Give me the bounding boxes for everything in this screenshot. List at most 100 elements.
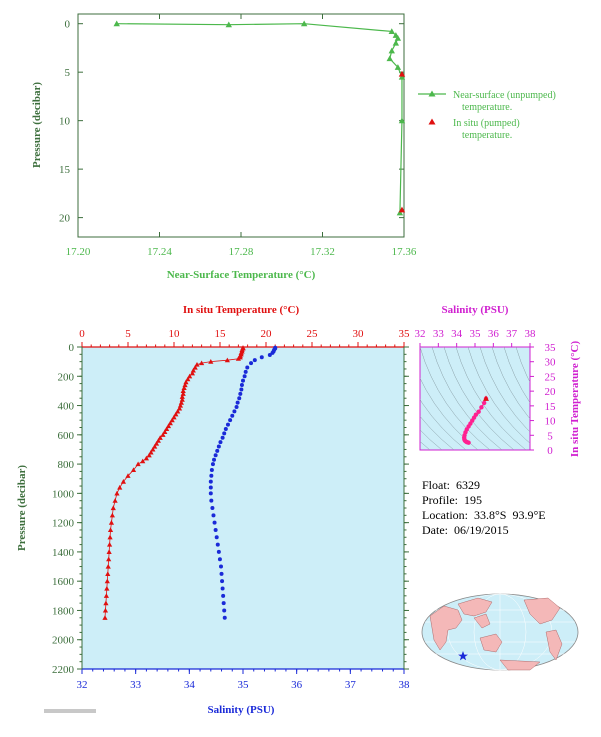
top-x-axis-label: Near-Surface Temperature (°C): [167, 269, 316, 281]
salinity-tick-label: 38: [399, 679, 411, 691]
temperature-point: [180, 388, 186, 393]
near-surface-point: [300, 20, 308, 27]
temperature-point: [104, 578, 110, 584]
temperature-tick-label: 25: [307, 328, 319, 340]
bottom-y-axis-label: Pressure (decibar): [16, 465, 28, 551]
salinity-point: [211, 513, 216, 518]
salinity-point: [237, 396, 242, 401]
temperature-point: [106, 549, 112, 554]
temperature-point: [106, 556, 112, 562]
top-x-tick-label: 17.36: [392, 246, 417, 258]
salinity-point: [270, 350, 275, 355]
near-surface-point: [394, 35, 402, 41]
pressure-tick-label: 1600: [52, 576, 75, 588]
ts-point: [479, 405, 484, 410]
temperature-point: [190, 367, 196, 373]
salinity-point: [212, 520, 217, 525]
temperature-point: [178, 400, 184, 405]
temperature-point: [103, 600, 109, 606]
salinity-point: [210, 462, 215, 467]
temperature-point: [192, 364, 198, 370]
density-contour: [515, 347, 530, 383]
temperature-point: [157, 435, 163, 440]
near-surface-point: [388, 28, 395, 35]
temperature-point: [187, 373, 193, 379]
ts-x-axis: 32 33 34 35 36 37 38: [415, 328, 537, 347]
temperature-point: [140, 458, 146, 464]
salinity-tick-label: 32: [77, 679, 88, 691]
ts-y-tick-label: 20: [545, 386, 557, 398]
salinity-point: [243, 369, 248, 374]
ts-x-tick-label: 35: [470, 328, 482, 340]
top-x-tick-label: 17.28: [229, 246, 254, 258]
near-surface-point: [396, 209, 404, 216]
salinity-point: [215, 542, 220, 547]
ts-x-tick-label: 38: [525, 328, 537, 340]
salinity-point: [216, 444, 221, 449]
legend-triangle-icon: [428, 90, 436, 97]
pressure-tick-label: 800: [58, 459, 75, 471]
in-situ-point: [398, 70, 406, 77]
temperature-point: [167, 420, 173, 426]
top-x-tick-label: 17.32: [310, 246, 335, 258]
near-surface-point: [225, 21, 232, 28]
salinity-point: [215, 448, 220, 453]
pressure-tick-label: 200: [58, 371, 75, 383]
salinity-point: [221, 601, 226, 606]
ts-y-axis-label: In situ Temperature (°C): [569, 340, 581, 457]
near-surface-point: [394, 64, 402, 70]
temperature-point: [112, 498, 118, 503]
temperature-point: [194, 361, 200, 367]
temperature-point: [152, 443, 158, 449]
legend-label-unpumped-1: Near-surface (unpumped): [453, 90, 556, 101]
salinity-point: [220, 586, 225, 591]
top-y-axis-label: Pressure (decibar): [31, 82, 43, 168]
temperature-point: [171, 414, 177, 420]
top-y-tick-label: 20: [59, 213, 71, 225]
near-surface-point: [386, 55, 393, 62]
footer-stamp: [44, 709, 96, 713]
salinity-point: [218, 440, 223, 445]
top-y-tick-label: 15: [59, 164, 71, 176]
temperature-point: [181, 385, 187, 391]
legend-red-triangle-icon: [428, 118, 436, 125]
temperature-point: [143, 455, 149, 461]
temperature-point: [183, 379, 189, 385]
temperature-point: [103, 593, 109, 598]
temperature-point: [117, 484, 123, 490]
top-y-tick-label: 0: [65, 19, 71, 31]
salinity-point: [245, 365, 250, 370]
salinity-point: [238, 391, 243, 396]
salinity-point: [212, 457, 217, 462]
ts-chart: 32 33 34 35 36 37 38 0 5 10 15 20 25 30 35 Salinity (…: [415, 304, 582, 457]
pressure-tick-label: 400: [58, 401, 75, 413]
salinity-tick-label: 36: [291, 679, 303, 691]
temperature-tick-label: 15: [215, 328, 227, 340]
temperature-point: [110, 505, 116, 511]
in-situ-point: [398, 206, 406, 213]
salinity-point: [235, 400, 240, 405]
salinity-tick-label: 35: [238, 679, 250, 691]
ts-y-tick-label: 25: [545, 371, 557, 383]
temperature-axis-label: In situ Temperature (°C): [183, 304, 300, 316]
top-chart: 17.20 17.24 17.28 17.32 17.36 0 5 10 15 20 Near-…: [31, 13, 556, 281]
map-land: [429, 597, 563, 671]
salinity-point: [216, 549, 221, 554]
density-contour: [443, 347, 515, 450]
temperature-point: [135, 461, 141, 467]
salinity-point: [222, 615, 227, 620]
temperature-point: [108, 520, 115, 525]
pressure-tick-label: 2200: [52, 664, 75, 676]
salinity-axis-label: Salinity (PSU): [208, 704, 275, 716]
salinity-point: [222, 608, 227, 613]
density-contour: [420, 347, 491, 450]
density-contour: [467, 347, 530, 444]
salinity-point: [232, 409, 237, 414]
temperature-point: [182, 382, 188, 388]
location-map: [421, 593, 579, 671]
temperature-point: [102, 615, 108, 620]
pressure-tick-label: 1000: [52, 488, 75, 500]
top-y-tick-label: 5: [65, 67, 71, 79]
temperature-point: [155, 438, 161, 443]
